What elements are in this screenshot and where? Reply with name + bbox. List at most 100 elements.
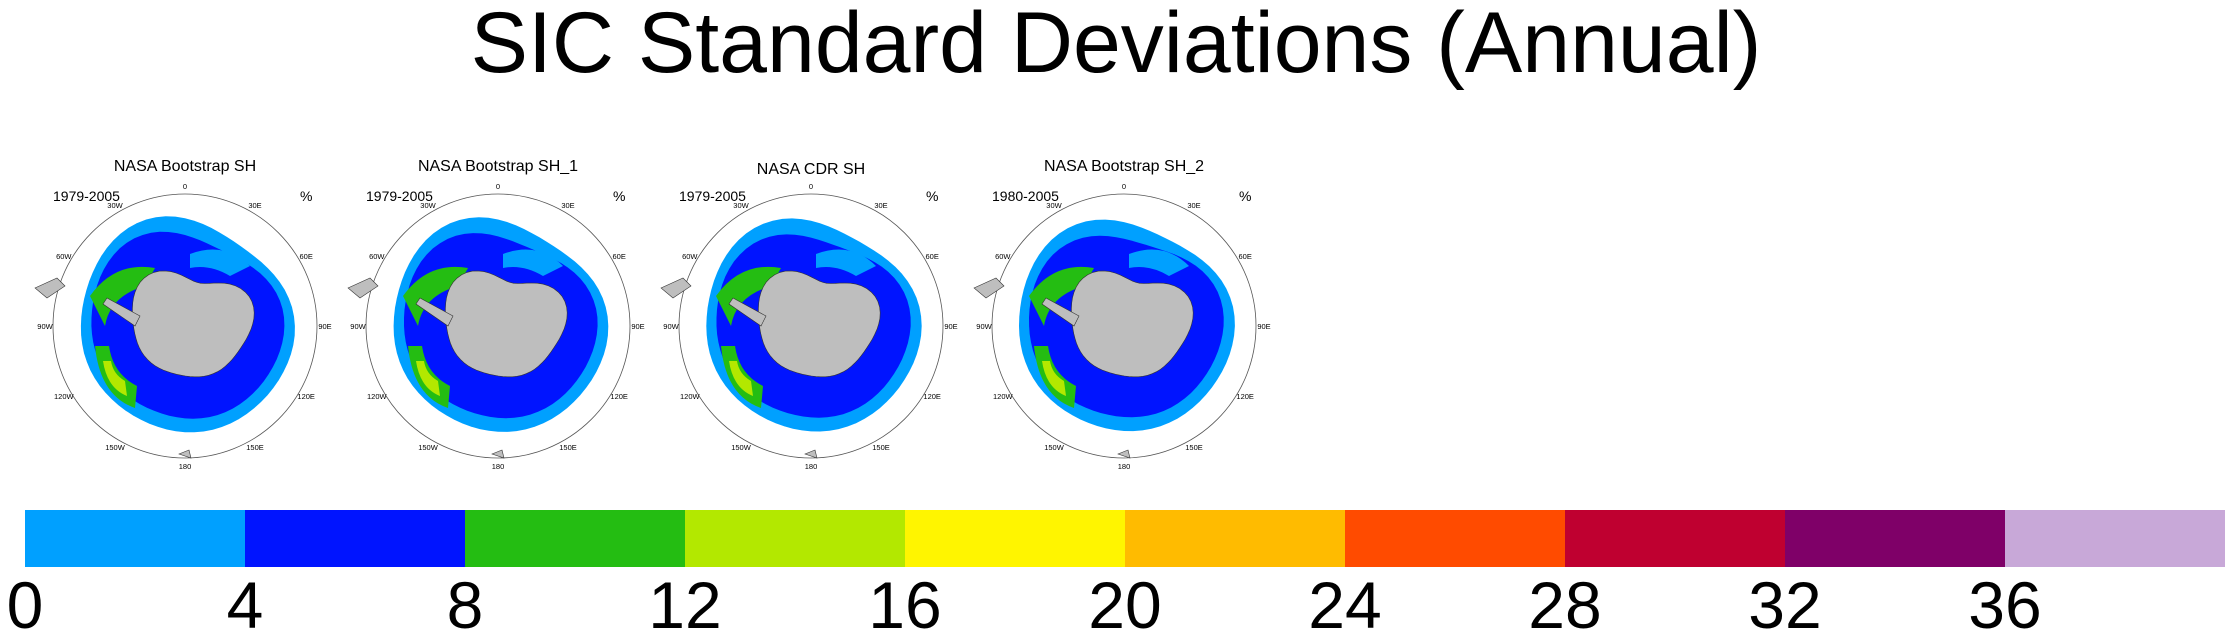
new-zealand-land bbox=[804, 449, 818, 459]
colorbar-segment bbox=[905, 510, 1125, 567]
longitude-label: 180 bbox=[805, 462, 818, 471]
panel-unit: % bbox=[613, 188, 626, 204]
longitude-label: 30W bbox=[107, 201, 123, 210]
panel-unit: % bbox=[300, 188, 313, 204]
longitude-label: 60E bbox=[300, 252, 313, 261]
longitude-label: 120E bbox=[297, 392, 315, 401]
polar-map: 0 30E 60E 90E 120E 150E 180 150W 120W 90W 60W 30W bbox=[347, 182, 645, 471]
figure-title: SIC Standard Deviations (Annual) bbox=[470, 0, 1762, 91]
longitude-label: 120W bbox=[680, 392, 701, 401]
polar-map: 0 30E 60E 90E 120E 150E 180 150W 120W 90W 60W 30W bbox=[973, 182, 1271, 471]
south-america-land bbox=[660, 277, 692, 299]
colorbar-tick-label: 0 bbox=[6, 568, 44, 642]
panel-period: 1979-2005 bbox=[53, 188, 120, 204]
longitude-label: 150W bbox=[105, 443, 126, 452]
map-panel-nasa-bootstrap-sh-2: NASA Bootstrap SH_2 1980-2005 % 0 30E 60E 9… bbox=[969, 150, 1279, 480]
longitude-label: 30E bbox=[561, 201, 574, 210]
colorbar-tick-label: 4 bbox=[226, 568, 264, 642]
colorbar-tick-label: 32 bbox=[1748, 568, 1822, 642]
colorbar-segment bbox=[1565, 510, 1785, 567]
map-panel-nasa-cdr-sh: NASA CDR SH 1979-2005 % 0 30E 60E 90E 120E 15… bbox=[656, 150, 966, 480]
longitude-label: 120W bbox=[54, 392, 75, 401]
map-panel-nasa-bootstrap-sh-1: NASA Bootstrap SH_1 1979-2005 % 0 30E 60E 9… bbox=[343, 150, 653, 480]
sic-zone-12-16 bbox=[416, 361, 440, 396]
sic-zone-0-4 bbox=[190, 249, 250, 276]
colorbar-tick-label: 28 bbox=[1528, 568, 1602, 642]
colorbar-tick-labels: 0 4 8 12 16 20 24 28 32 36 bbox=[0, 570, 2232, 640]
longitude-label: 150E bbox=[1185, 443, 1203, 452]
colorbar-segment bbox=[685, 510, 905, 567]
longitude-label: 150W bbox=[731, 443, 752, 452]
antarctic-peninsula bbox=[1041, 297, 1080, 327]
antarctic-peninsula bbox=[415, 297, 454, 327]
new-zealand-land bbox=[1117, 449, 1131, 459]
longitude-label: 120E bbox=[1236, 392, 1254, 401]
longitude-label: 90W bbox=[976, 322, 992, 331]
colorbar-segment bbox=[465, 510, 685, 567]
longitude-label: 0 bbox=[809, 182, 813, 191]
sic-zone-8-12 bbox=[1029, 266, 1094, 326]
longitude-label: 60W bbox=[682, 252, 698, 261]
longitude-label: 120W bbox=[993, 392, 1014, 401]
longitude-label: 90E bbox=[944, 322, 957, 331]
sic-zone-0-4 bbox=[816, 249, 876, 276]
longitude-label: 30W bbox=[1046, 201, 1062, 210]
colorbar-tick-label: 12 bbox=[648, 568, 722, 642]
longitude-label: 120W bbox=[367, 392, 388, 401]
south-america-land bbox=[347, 277, 379, 299]
longitude-label: 0 bbox=[183, 182, 187, 191]
antarctic-peninsula bbox=[102, 297, 141, 327]
panel-period: 1980-2005 bbox=[992, 188, 1059, 204]
panel-period: 1979-2005 bbox=[366, 188, 433, 204]
panel-title: NASA Bootstrap SH_2 bbox=[1043, 158, 1205, 175]
longitude-label: 180 bbox=[492, 462, 505, 471]
new-zealand-land bbox=[178, 449, 192, 459]
longitude-label: 90E bbox=[631, 322, 644, 331]
longitude-label: 90W bbox=[350, 322, 366, 331]
map-panel-nasa-bootstrap-sh: NASA Bootstrap SH 1979-2005 % 0 30E 60E 90E… bbox=[30, 150, 340, 480]
longitude-label: 30E bbox=[248, 201, 261, 210]
panel-unit: % bbox=[926, 188, 939, 204]
longitude-label: 150E bbox=[246, 443, 264, 452]
longitude-label: 90E bbox=[318, 322, 331, 331]
colorbar-tick-label: 36 bbox=[1968, 568, 2042, 642]
longitude-label: 60E bbox=[1239, 252, 1252, 261]
longitude-label: 90E bbox=[1257, 322, 1270, 331]
longitude-label: 30E bbox=[1187, 201, 1200, 210]
longitude-label: 120E bbox=[610, 392, 628, 401]
panel-title: NASA Bootstrap SH bbox=[113, 158, 257, 175]
colorbar-tick-label: 24 bbox=[1308, 568, 1382, 642]
longitude-label: 60W bbox=[369, 252, 385, 261]
colorbar-segment bbox=[1125, 510, 1345, 567]
longitude-label: 120E bbox=[923, 392, 941, 401]
south-america-land bbox=[34, 277, 66, 299]
longitude-label: 150E bbox=[872, 443, 890, 452]
longitude-label: 90W bbox=[37, 322, 53, 331]
polar-map: 0 30E 60E 90E 120E 150E 180 150W 120W 90W 60W 30W bbox=[660, 182, 958, 471]
longitude-label: 0 bbox=[496, 182, 500, 191]
sic-zone-12-16 bbox=[103, 361, 127, 396]
panel-title: NASA CDR SH bbox=[756, 161, 866, 178]
colorbar bbox=[25, 510, 2225, 567]
panel-unit: % bbox=[1239, 188, 1252, 204]
longitude-label: 60W bbox=[56, 252, 72, 261]
polar-map: 0 30E 60E 90E 120E 150E 180 150W 120W 90W 60W 30W bbox=[34, 182, 332, 471]
longitude-label: 150W bbox=[418, 443, 439, 452]
longitude-label: 30W bbox=[420, 201, 436, 210]
longitude-label: 30W bbox=[733, 201, 749, 210]
panel-period: 1979-2005 bbox=[679, 188, 746, 204]
antarctic-peninsula bbox=[728, 297, 767, 327]
longitude-label: 180 bbox=[179, 462, 192, 471]
colorbar-segment bbox=[245, 510, 465, 567]
longitude-label: 150E bbox=[559, 443, 577, 452]
sic-zone-8-12 bbox=[403, 266, 468, 326]
colorbar-tick-label: 8 bbox=[446, 568, 484, 642]
sic-zone-0-4 bbox=[503, 249, 563, 276]
new-zealand-land bbox=[491, 449, 505, 459]
longitude-label: 60W bbox=[995, 252, 1011, 261]
colorbar-segment bbox=[1785, 510, 2005, 567]
longitude-label: 0 bbox=[1122, 182, 1126, 191]
panel-title: NASA Bootstrap SH_1 bbox=[417, 158, 579, 175]
longitude-label: 150W bbox=[1044, 443, 1065, 452]
colorbar-tick-label: 20 bbox=[1088, 568, 1162, 642]
